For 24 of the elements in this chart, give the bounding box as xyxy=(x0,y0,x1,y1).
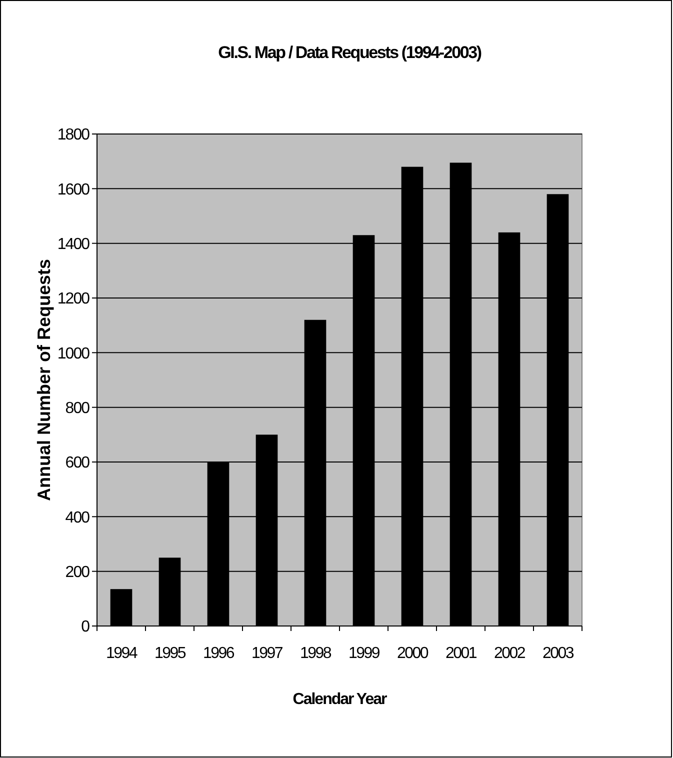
chart-title: GI.S. Map / Data Requests (1994-2003) xyxy=(218,43,482,62)
x-axis-title: Calendar Year xyxy=(292,691,387,708)
y-tick-label: 600 xyxy=(65,454,90,472)
y-tick-label: 1400 xyxy=(57,236,90,253)
y-tick-label: 1200 xyxy=(57,290,90,308)
y-tick-label: 800 xyxy=(65,400,90,417)
y-tick-label: 1600 xyxy=(57,181,90,198)
x-tick-label: 2003 xyxy=(542,645,574,662)
y-tick-label: 200 xyxy=(65,564,90,581)
x-tick-label: 1996 xyxy=(203,645,235,662)
x-tick-label: 2001 xyxy=(446,645,478,662)
y-tick-label: 400 xyxy=(65,509,90,526)
y-tick-label: 0 xyxy=(81,618,90,636)
bar xyxy=(110,589,132,626)
x-tick-label: 1994 xyxy=(106,645,138,662)
y-axis-title: Annual Number of Requests xyxy=(34,258,54,502)
x-tick-label: 1998 xyxy=(300,645,332,662)
x-tick-label: 1995 xyxy=(154,645,186,662)
y-tick-label: 1800 xyxy=(57,126,90,144)
x-tick-label: 1999 xyxy=(348,645,380,662)
x-tick-label: 2002 xyxy=(494,645,526,662)
x-tick-label: 1997 xyxy=(252,645,284,662)
x-tick-label: 2000 xyxy=(397,645,429,662)
y-tick-label: 1000 xyxy=(57,345,90,362)
